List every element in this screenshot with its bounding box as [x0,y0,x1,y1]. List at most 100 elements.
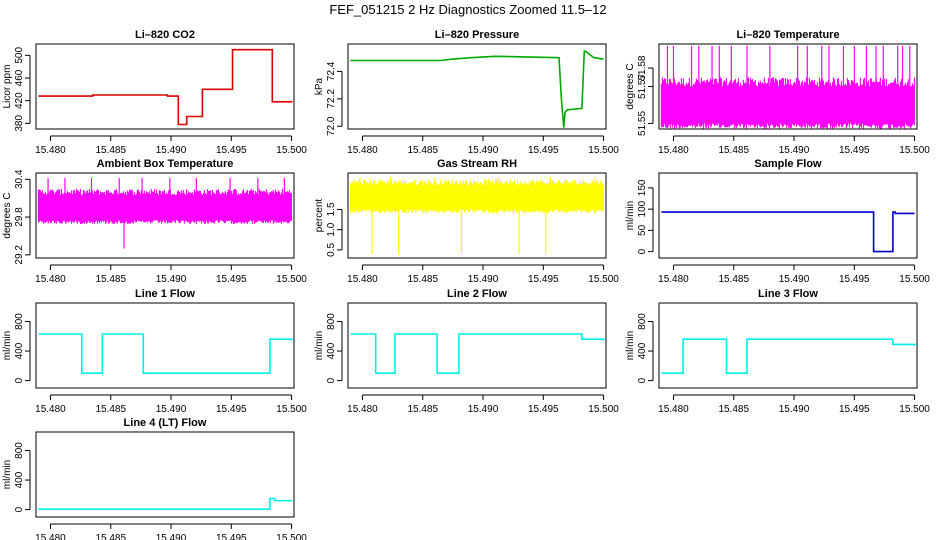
x-tick-label: 15.485 [95,404,126,415]
y-tick-label: 72.4 [326,61,337,81]
y-tick-label: 1.5 [326,202,337,216]
y-tick-label: 29.8 [14,207,25,227]
panel-title: Li–820 CO2 [135,29,195,41]
plot-frame [347,302,607,389]
x-tick-label: 15.485 [407,274,438,285]
x-tick-label: 15.490 [779,404,810,415]
x-tick-label: 15.500 [899,145,930,156]
y-tick-label: 0.5 [326,243,337,257]
plot-frame [658,172,918,259]
x-tick-label: 15.495 [216,145,247,156]
data-layer [660,45,915,129]
plot-frame [35,172,295,259]
y-tick-label: 800 [637,313,648,330]
y-tick-label: 800 [326,313,337,330]
panel-title: Line 1 Flow [135,288,195,300]
x-tick-label: 15.485 [95,274,126,285]
y-tick-label: 29.2 [14,245,25,265]
x-tick-label: 15.500 [276,274,307,285]
x-tick-label: 15.500 [276,404,307,415]
y-tick-label: 500 [14,47,25,64]
x-tick-label: 15.490 [468,274,499,285]
data-layer [37,178,292,249]
x-tick-label: 15.495 [528,145,559,156]
series-line-1 [38,333,293,374]
y-tick-label: 0 [14,506,25,512]
y-tick-label: 800 [14,313,25,330]
data-layer [38,497,293,510]
x-tick-label: 15.500 [588,404,619,415]
data-layer [661,338,916,374]
data-layer [661,211,915,253]
x-tick-label: 15.480 [35,274,66,285]
x-tick-label: 15.495 [528,274,559,285]
y-tick-label: 400 [326,342,337,359]
x-axis: 15.480 15.485 15.490 15.495 15.500 [658,394,930,415]
series-band [37,188,292,224]
x-tick-label: 15.495 [839,404,870,415]
plot-frame [347,172,607,259]
y-tick-label: 30.4 [14,169,25,189]
x-tick-label: 15.495 [216,404,247,415]
panel-title: Line 2 Flow [447,288,507,300]
series-line-1 [38,497,293,510]
x-tick-label: 15.490 [779,145,810,156]
x-tick-label: 15.490 [468,404,499,415]
x-tick-label: 15.485 [95,145,126,156]
x-tick-label: 15.490 [779,274,810,285]
plot-frame [35,43,295,130]
y-axis-label: ml/min [314,331,325,360]
y-tick-label: 0 [14,377,25,383]
x-tick-label: 15.500 [588,274,619,285]
x-tick-label: 15.500 [276,533,307,540]
x-tick-label: 15.490 [156,145,187,156]
chart-panel-5: Gas Stream RH 15.480 15.485 15.490 15.495 15.… [314,158,619,285]
x-tick-label: 15.495 [839,274,870,285]
y-tick-label: 51.58 [637,55,648,80]
x-tick-label: 15.480 [35,533,66,540]
x-tick-label: 15.500 [899,404,930,415]
x-tick-label: 15.490 [156,274,187,285]
plot-frame [658,43,918,130]
x-axis: 15.480 15.485 15.490 15.495 15.500 [35,264,307,285]
figure-title: FEF_051215 2 Hz Diagnostics Zoomed 11.5–… [329,2,607,17]
y-axis-label: degrees C [2,192,13,238]
plot-frame [347,43,607,130]
x-tick-label: 15.480 [658,404,689,415]
data-layer [38,333,293,374]
y-tick-label: 51.55 [637,111,648,136]
panel-title: Li–820 Pressure [435,29,519,41]
x-axis: 15.480 15.485 15.490 15.495 15.500 [658,135,930,156]
panel-title: Ambient Box Temperature [97,158,234,170]
y-axis-label: Licor ppm [2,65,13,109]
y-tick-label: 50 [637,224,648,236]
y-axis-label: ml/min [625,331,636,360]
x-tick-label: 15.480 [347,274,378,285]
chart-panel-8: Line 2 Flow 15.480 15.485 15.490 15.495 15.50… [314,288,619,415]
x-tick-label: 15.495 [216,533,247,540]
x-tick-label: 15.485 [718,274,749,285]
x-tick-label: 15.485 [718,145,749,156]
y-tick-label: 460 [14,69,25,86]
x-tick-label: 15.485 [407,145,438,156]
x-tick-label: 15.485 [718,404,749,415]
series-line-1 [350,333,605,374]
y-tick-label: 400 [14,471,25,488]
y-tick-label: 72.2 [326,89,337,109]
panel-title: Li–820 Temperature [736,29,839,41]
x-tick-label: 15.485 [407,404,438,415]
plot-frame [35,431,295,518]
y-tick-label: 0 [326,377,337,383]
panel-title: Gas Stream RH [437,158,517,170]
chart-panel-6: Sample Flow 15.480 15.485 15.490 15.495 15.50… [625,158,930,285]
x-tick-label: 15.480 [347,145,378,156]
series-band [660,77,915,129]
chart-panel-4: Ambient Box Temperature 15.480 15.485 15.49… [2,158,307,285]
